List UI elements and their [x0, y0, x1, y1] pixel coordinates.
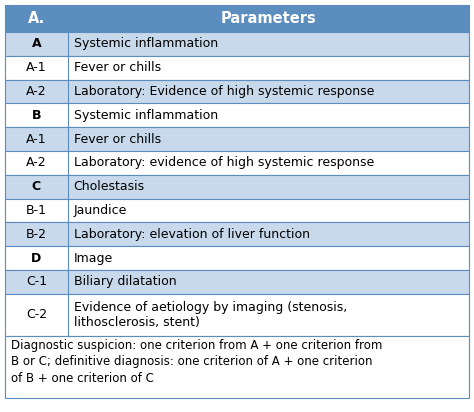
Bar [5, 270, 469, 294]
Text: Image: Image [73, 252, 113, 265]
Text: C-1: C-1 [26, 275, 47, 288]
Bar [5, 336, 469, 398]
Text: Fever or chills: Fever or chills [73, 61, 161, 74]
Bar [5, 294, 469, 336]
Text: A-1: A-1 [26, 133, 46, 145]
Text: A-2: A-2 [26, 157, 46, 169]
Text: Biliary dilatation: Biliary dilatation [73, 275, 176, 288]
Bar [5, 175, 469, 199]
Text: A: A [31, 37, 41, 50]
Text: C: C [32, 180, 41, 193]
Text: Diagnostic suspicion: one criterion from A + one criterion from
B or C; definiti: Diagnostic suspicion: one criterion from… [11, 339, 383, 385]
Bar [5, 56, 469, 80]
Text: Cholestasis: Cholestasis [73, 180, 145, 193]
Text: Laboratory: evidence of high systemic response: Laboratory: evidence of high systemic re… [73, 157, 374, 169]
Text: A-2: A-2 [26, 85, 46, 98]
Text: Fever or chills: Fever or chills [73, 133, 161, 145]
Bar [5, 222, 469, 246]
Bar [5, 151, 469, 175]
Text: Systemic inflammation: Systemic inflammation [73, 109, 218, 122]
Bar [5, 32, 469, 56]
Bar [5, 246, 469, 270]
Text: D: D [31, 252, 41, 265]
Bar [5, 127, 469, 151]
Text: Jaundice: Jaundice [73, 204, 127, 217]
Text: C-2: C-2 [26, 308, 47, 321]
Text: B-2: B-2 [26, 228, 47, 241]
Text: B: B [32, 109, 41, 122]
Bar [5, 5, 469, 32]
Text: Parameters: Parameters [220, 11, 316, 26]
Bar [5, 103, 469, 127]
Text: B-1: B-1 [26, 204, 47, 217]
Text: Evidence of aetiology by imaging (stenosis,
lithosclerosis, stent): Evidence of aetiology by imaging (stenos… [73, 300, 347, 329]
Text: Laboratory: elevation of liver function: Laboratory: elevation of liver function [73, 228, 310, 241]
Text: A.: A. [27, 11, 45, 26]
Bar [5, 199, 469, 222]
Text: A-1: A-1 [26, 61, 46, 74]
Text: Laboratory: Evidence of high systemic response: Laboratory: Evidence of high systemic re… [73, 85, 374, 98]
Text: Systemic inflammation: Systemic inflammation [73, 37, 218, 50]
Bar [5, 80, 469, 103]
